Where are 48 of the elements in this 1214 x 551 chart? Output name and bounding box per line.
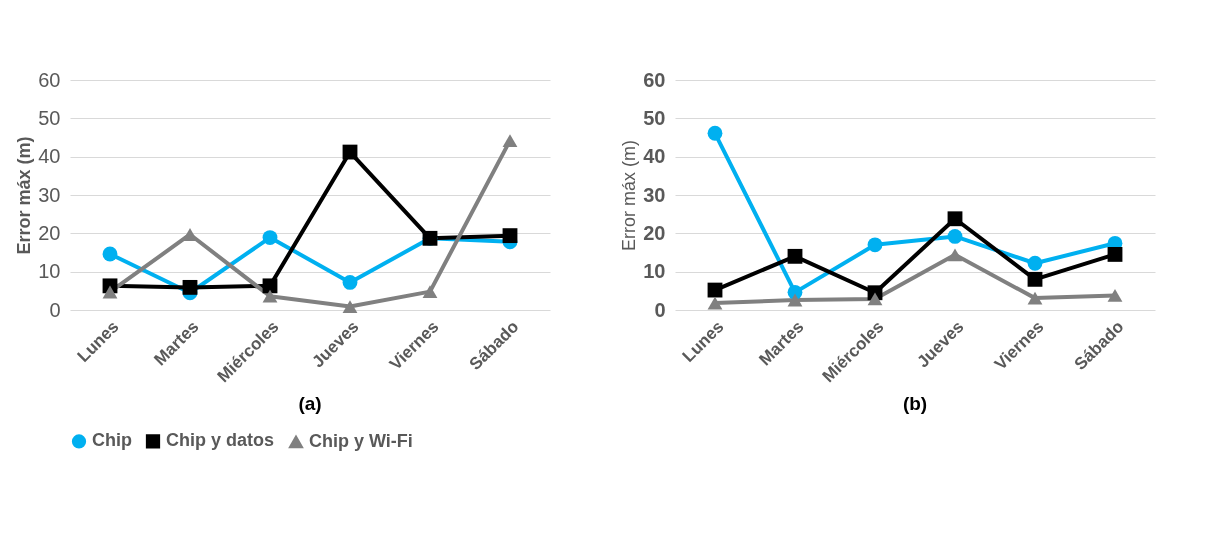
y-tick-label: 50 <box>643 106 666 129</box>
point <box>707 125 723 141</box>
point <box>947 211 963 227</box>
legend-label: Chip y datos <box>166 430 275 451</box>
point <box>867 292 883 306</box>
point <box>422 285 438 299</box>
y-tick-label: 10 <box>643 260 666 283</box>
y-tick-label: 30 <box>38 183 61 206</box>
legend-label: Chip <box>92 430 132 451</box>
point <box>707 296 723 310</box>
point <box>787 293 803 307</box>
point <box>867 237 883 253</box>
y-axis-title: Error máx (m) <box>14 136 35 255</box>
point <box>787 248 803 264</box>
y-tick-label: 20 <box>643 221 666 244</box>
point <box>1027 271 1043 287</box>
y-tick-label: 10 <box>38 260 61 283</box>
y-tick-label: 60 <box>643 68 666 91</box>
y-tick-label: 0 <box>654 298 666 321</box>
legend-label: Chip y Wi-Fi <box>309 430 413 451</box>
point <box>1107 247 1123 262</box>
point <box>502 228 518 244</box>
point <box>262 289 278 303</box>
point <box>262 278 278 294</box>
y-tick-label: 60 <box>38 68 61 91</box>
y-tick-label: 50 <box>38 106 61 129</box>
y-tick-label: 20 <box>38 221 61 244</box>
y-tick-label: 40 <box>643 145 666 168</box>
point <box>1027 255 1043 271</box>
text: (a) <box>298 392 322 414</box>
point <box>342 144 358 160</box>
point <box>102 285 118 299</box>
point <box>1027 291 1043 305</box>
point <box>102 246 118 262</box>
point <box>1107 289 1123 302</box>
y-tick-label: 40 <box>38 145 61 168</box>
point <box>707 282 723 298</box>
y-tick-label: 0 <box>49 298 61 321</box>
point <box>342 275 358 290</box>
text: (b) <box>902 392 928 414</box>
point <box>502 134 518 147</box>
point <box>342 300 358 313</box>
point <box>262 230 278 245</box>
point <box>947 229 963 244</box>
y-tick-label: 30 <box>643 183 666 206</box>
point <box>182 279 198 295</box>
point <box>947 248 963 262</box>
y-axis-title: Error máx (m) <box>619 140 640 251</box>
